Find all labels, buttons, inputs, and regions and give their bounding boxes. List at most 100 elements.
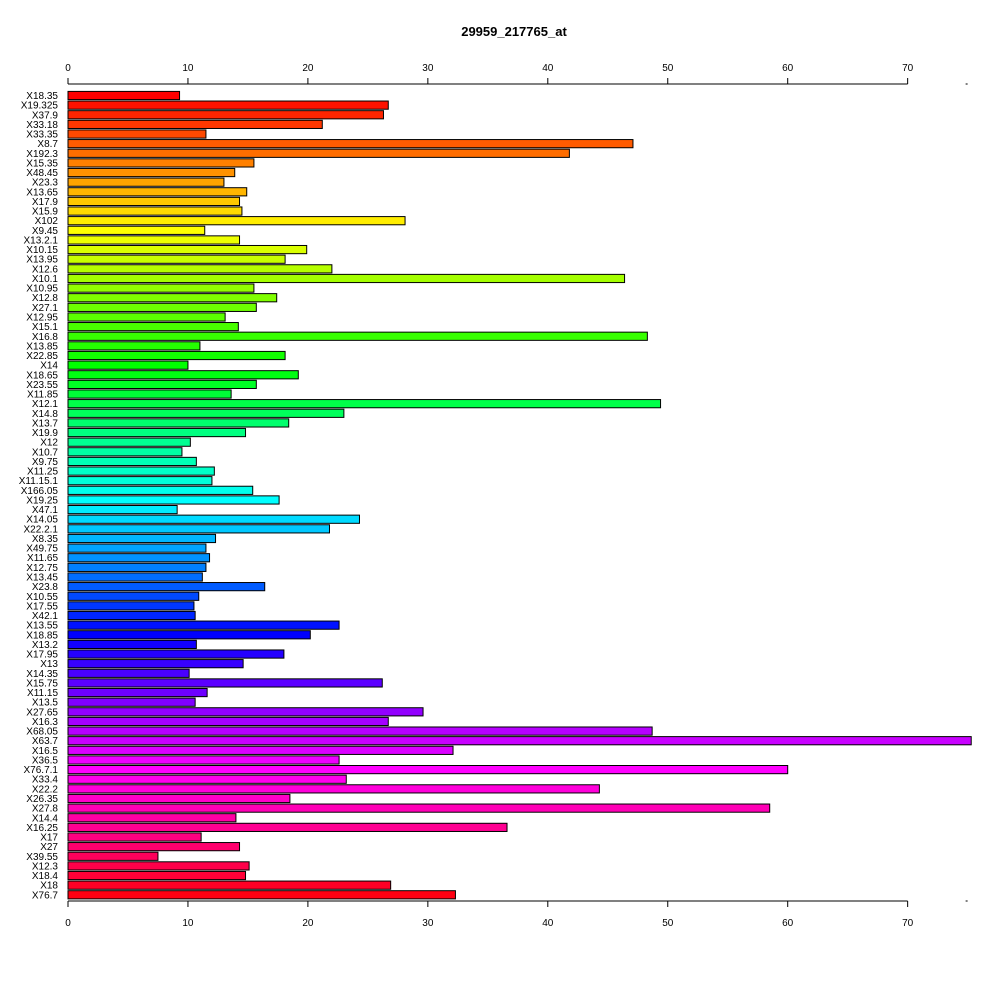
tick-label: 40 (542, 918, 554, 929)
tick-label: 70 (902, 918, 914, 929)
category-label: X13.2 (32, 640, 59, 651)
category-label: X13.45 (26, 573, 58, 584)
bar-X11.85 (67, 389, 232, 399)
category-label: X13.5 (32, 698, 59, 709)
category-label: X23.55 (26, 380, 58, 391)
bar-X14.05 (67, 514, 360, 524)
bar-X8.35 (67, 533, 217, 544)
category-label: X27.8 (32, 804, 59, 815)
bar-X33.4 (67, 774, 347, 784)
bar-X18.35 (67, 90, 181, 101)
category-label: X17.9 (32, 197, 59, 208)
bar-X33.18 (67, 119, 323, 129)
category-label: X15.1 (32, 322, 59, 333)
category-label: X12.3 (32, 861, 59, 872)
bar-X42.1 (67, 610, 196, 621)
bar-X36.5 (67, 755, 340, 765)
category-label: X12.1 (32, 399, 59, 410)
category-label: X18.4 (32, 871, 59, 882)
bar-X22.85 (67, 350, 286, 361)
bar-X16.5 (67, 745, 454, 755)
bar-X15.35 (67, 158, 255, 168)
category-label: X192.3 (26, 149, 58, 160)
tick-label: 20 (302, 63, 314, 74)
category-label: X39.55 (26, 852, 58, 863)
category-label: X14 (40, 361, 58, 372)
bar-X23.8 (67, 582, 266, 592)
bar-X18.85 (67, 630, 311, 640)
category-label: X13.85 (26, 341, 58, 352)
category-label: X22.85 (26, 351, 58, 362)
category-label: X14.35 (26, 669, 58, 680)
category-label: X37.9 (32, 110, 59, 121)
category-label: X33.18 (26, 120, 58, 131)
bar-X15.1 (67, 322, 239, 332)
category-label: X26.35 (26, 794, 58, 805)
category-label: X13 (40, 659, 58, 670)
category-label: X12.8 (32, 293, 59, 304)
category-label: X36.5 (32, 755, 59, 766)
category-label: X23.3 (32, 178, 59, 189)
category-label: X14.8 (32, 409, 59, 420)
category-label: X17 (40, 833, 58, 844)
chart-title: 29959_217765_at (461, 24, 567, 39)
category-label: X33.4 (32, 775, 59, 786)
category-label: X48.45 (26, 168, 58, 179)
category-label: X9.45 (32, 226, 59, 237)
bar-X166.05 (67, 485, 254, 495)
bar-X16.25 (67, 822, 508, 832)
bar-X10.1 (67, 273, 626, 284)
tick-label: 30 (422, 63, 434, 74)
category-label: X14.4 (32, 813, 59, 824)
bar-X13 (67, 659, 244, 669)
category-label: X13.2.1 (24, 235, 59, 246)
category-label: X12.6 (32, 264, 59, 275)
bar-X14.4 (67, 813, 237, 823)
category-label: X11.65 (27, 553, 58, 564)
category-label: X10.95 (26, 284, 58, 295)
bar-X13.2.1 (67, 235, 241, 245)
category-label: X27.1 (32, 303, 59, 314)
bottom-axis: 0 10 20 30 40 50 60 70 (65, 900, 968, 929)
category-label: X19.9 (32, 428, 59, 439)
bar-X18 (67, 880, 392, 890)
category-label: X8.35 (32, 534, 59, 545)
tick-label: 70 (902, 63, 914, 74)
bar-X23.3 (67, 177, 225, 187)
category-label: X23.8 (32, 582, 59, 593)
tick-label: 10 (182, 63, 194, 74)
category-label: X11.15 (27, 688, 58, 699)
category-label: X76.7.1 (24, 765, 59, 776)
tick-label: 60 (782, 918, 794, 929)
bar-X8.7 (67, 139, 634, 149)
bar-X49.75 (67, 543, 207, 553)
category-label: X18.85 (26, 630, 58, 641)
tick-label: 0 (65, 63, 71, 74)
category-label: X16.5 (32, 746, 59, 757)
category-label: X16.8 (32, 332, 59, 343)
bar-X12 (67, 437, 191, 447)
bar-X13.65 (67, 187, 248, 197)
category-label: X13.65 (26, 187, 58, 198)
tick-label: 20 (302, 918, 314, 929)
bar-X11.25 (67, 466, 215, 476)
bar-X11.65 (67, 553, 211, 563)
category-label: X19.25 (26, 495, 58, 506)
category-label: X11.85 (27, 390, 58, 401)
bar-X17.55 (67, 601, 195, 611)
bar-X15.9 (67, 206, 243, 216)
category-label: X8.7 (37, 139, 58, 150)
category-label: X16.25 (26, 823, 58, 834)
category-label: X18 (40, 881, 58, 892)
category-label: X68.05 (26, 727, 58, 738)
bar-X16.8 (67, 331, 648, 341)
category-label: X22.2.1 (24, 524, 59, 535)
category-label: X13.7 (32, 418, 59, 429)
bar-X192.3 (67, 148, 570, 158)
bar-X47.1 (67, 504, 178, 515)
bar-X13.95 (67, 254, 286, 264)
bar-X13.5 (67, 697, 196, 707)
bar-X63.7 (67, 736, 972, 746)
category-label: X13.55 (26, 621, 58, 632)
